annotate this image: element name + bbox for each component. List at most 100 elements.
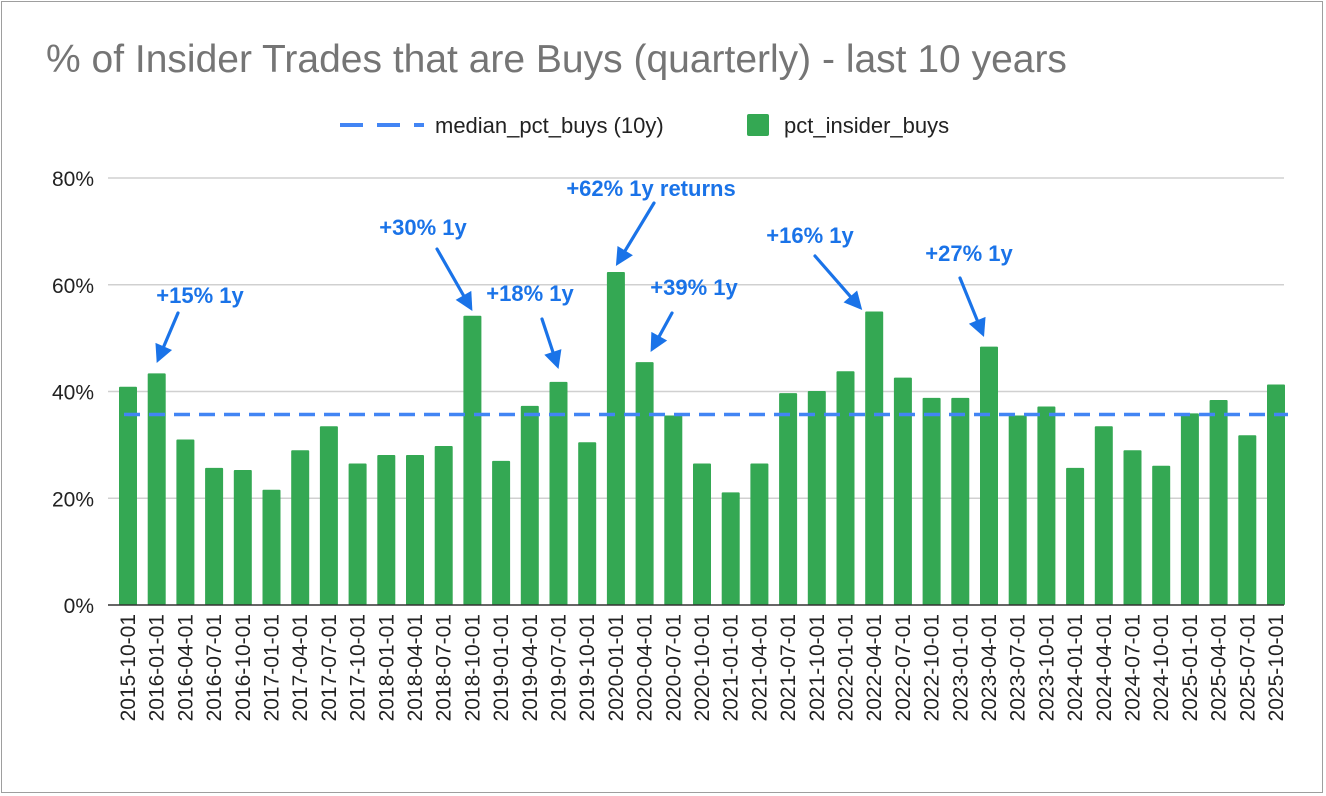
x-tick-label: 2025-10-01: [1265, 614, 1288, 721]
legend-label: pct_insider_buys: [784, 113, 949, 138]
bar: [434, 445, 453, 605]
bar: [693, 463, 711, 605]
annotation-arrowhead: [455, 290, 473, 311]
bar: [1094, 426, 1113, 605]
annotation-label: +27% 1y: [925, 241, 1013, 266]
bar: [865, 311, 884, 605]
bar: [176, 439, 195, 605]
annotation-arrowhead: [544, 349, 562, 369]
bar: [205, 467, 224, 605]
bar-series: [119, 271, 1285, 605]
bar: [779, 393, 798, 605]
y-tick-label: 60%: [52, 275, 94, 298]
x-tick-label: 2021-07-01: [777, 614, 800, 721]
x-tick-label: 2017-10-01: [347, 614, 370, 721]
y-tick-label: 80%: [52, 168, 94, 191]
bar: [635, 362, 654, 605]
bar: [492, 460, 511, 605]
annotation-arrow: [162, 311, 180, 349]
annotation-label: +39% 1y: [650, 275, 738, 300]
annotation-label: +15% 1y: [156, 283, 244, 308]
bar: [463, 315, 482, 605]
x-tick-label: 2020-10-01: [691, 614, 714, 721]
x-tick-label: 2022-10-01: [921, 614, 944, 721]
annotation-label: +30% 1y: [379, 215, 467, 240]
bar: [1267, 384, 1285, 605]
x-tick-label: 2021-01-01: [720, 614, 743, 721]
x-tick-label: 2023-01-01: [949, 614, 972, 721]
x-tick-label: 2024-10-01: [1150, 614, 1173, 721]
x-tick-label: 2017-07-01: [318, 614, 341, 721]
bar: [578, 442, 597, 605]
x-tick-label: 2024-01-01: [1064, 614, 1087, 721]
x-tick-label: 2018-10-01: [461, 614, 484, 721]
x-tick-label: 2020-07-01: [662, 614, 685, 721]
y-tick-label: 40%: [52, 382, 94, 405]
x-tick-label: 2022-01-01: [835, 614, 858, 721]
y-tick-label: 0%: [64, 595, 94, 618]
bar: [1238, 435, 1257, 605]
x-tick-label: 2023-07-01: [1007, 614, 1030, 721]
bar: [1123, 450, 1142, 605]
annotation-arrowhead: [843, 290, 863, 310]
x-tick-label: 2016-01-01: [146, 614, 169, 721]
x-tick-label: 2020-04-01: [634, 614, 657, 721]
x-tick-label: 2022-04-01: [863, 614, 886, 721]
bar: [291, 450, 310, 605]
legend-swatch-box: [747, 114, 769, 136]
bar: [520, 405, 539, 605]
x-tick-label: 2019-04-01: [519, 614, 542, 721]
bar: [406, 455, 424, 605]
axes: 0%20%40%60%80%2015-10-01 2016-01-01 2016-0…: [52, 168, 1288, 721]
x-tick-label: 2016-07-01: [203, 614, 226, 721]
x-tick-label: 2017-04-01: [289, 614, 312, 721]
annotation-arrow: [435, 247, 466, 297]
chart-title: % of Insider Trades that are Buys (quart…: [46, 38, 1067, 81]
bar: [1066, 467, 1085, 605]
x-tick-label: 2020-01-01: [605, 614, 628, 721]
x-tick-label: 2018-07-01: [433, 614, 456, 721]
x-tick-label: 2016-04-01: [174, 614, 197, 721]
bar: [980, 346, 998, 605]
bar: [721, 492, 740, 605]
legend-label: median_pct_buys (10y): [435, 113, 664, 138]
x-tick-label: 2024-04-01: [1093, 614, 1116, 721]
annotation-label: +62% 1y returns: [566, 176, 735, 201]
bar: [951, 397, 970, 605]
annotation-arrowhead: [155, 342, 173, 363]
bar: [377, 455, 396, 605]
bar: [1008, 415, 1027, 605]
bar: [262, 489, 281, 605]
annotation-label: +18% 1y: [486, 281, 574, 306]
bar: [606, 271, 625, 605]
bar: [836, 371, 855, 605]
bar: [549, 381, 568, 605]
annotation-arrowhead: [615, 245, 633, 266]
annotation-arrowhead: [650, 331, 668, 352]
x-tick-label: 2025-07-01: [1236, 614, 1259, 721]
bar: [233, 469, 252, 605]
bar: [319, 426, 338, 605]
annotation-arrow: [623, 201, 656, 253]
bar: [1180, 413, 1199, 605]
bar: [807, 390, 826, 605]
bar: [893, 377, 912, 605]
bar: [1209, 400, 1228, 605]
legend: median_pct_buys (10y) pct_insider_buys: [340, 113, 949, 138]
bar: [119, 386, 137, 605]
x-tick-label: 2018-01-01: [375, 614, 398, 721]
annotation-arrow: [813, 254, 852, 299]
x-tick-label: 2022-07-01: [892, 614, 915, 721]
bar: [348, 463, 367, 605]
annotation-label: +16% 1y: [766, 223, 854, 248]
annotation-arrow: [657, 311, 674, 338]
x-tick-label: 2017-01-01: [261, 614, 284, 721]
bar: [750, 463, 769, 605]
bar: [147, 373, 166, 605]
annotation-arrow: [540, 317, 555, 354]
y-tick-label: 20%: [52, 488, 94, 511]
bar: [664, 415, 683, 605]
x-tick-label: 2023-10-01: [1035, 614, 1058, 721]
